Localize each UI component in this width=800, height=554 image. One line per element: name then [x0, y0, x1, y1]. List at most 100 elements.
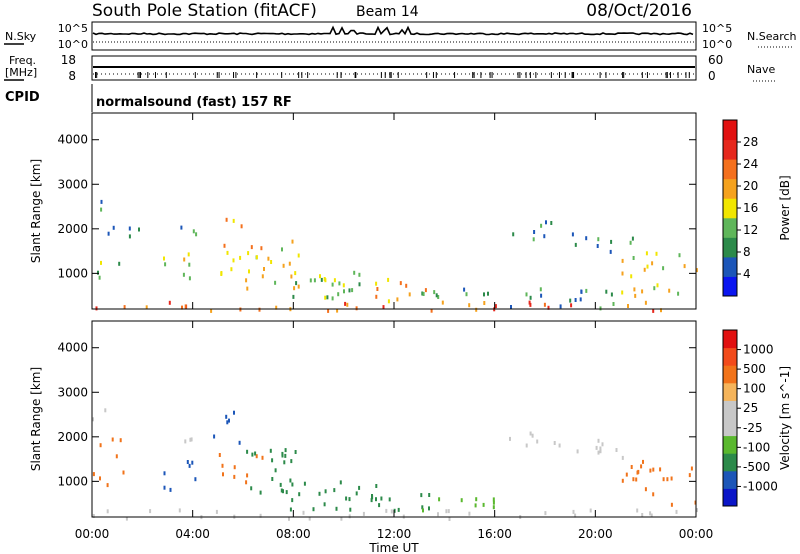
heatmap-cell	[652, 492, 655, 497]
heatmap-cell	[358, 282, 361, 287]
heatmap-cell	[380, 496, 383, 501]
heatmap-cell	[531, 433, 534, 438]
colorbar-label: Velocity [m s^-1]	[778, 366, 792, 470]
heatmap-cell	[569, 298, 572, 303]
heatmap-cell	[342, 283, 345, 288]
heatmap-cell	[246, 473, 249, 478]
heatmap-cell	[232, 258, 235, 263]
y-axis-label: Slant Range [km]	[29, 367, 43, 471]
heatmap-cell	[670, 502, 673, 507]
heatmap-cell	[539, 287, 542, 292]
heatmap-cell	[163, 485, 166, 490]
heatmap-cell	[651, 261, 654, 266]
heatmap-cell	[631, 236, 634, 241]
heatmap-cell	[634, 293, 637, 298]
heatmap-cell	[288, 516, 290, 521]
heatmap-cell	[532, 237, 535, 242]
heatmap-cell	[382, 305, 385, 310]
heatmap-cell	[312, 507, 315, 512]
heatmap-cell	[194, 477, 197, 482]
heatmap-cell	[494, 304, 497, 309]
heatmap-cell	[601, 442, 604, 447]
heatmap-cell	[662, 477, 665, 482]
panel-frame	[91, 112, 697, 310]
heatmap-cell	[190, 437, 193, 442]
heatmap-cell	[98, 275, 101, 280]
heatmap-cell	[348, 288, 351, 293]
heatmap-cell	[115, 454, 118, 459]
heatmap-cell	[533, 230, 536, 234]
heatmap-cell	[149, 509, 152, 514]
heatmap-cell	[465, 292, 468, 297]
heatmap-cell	[291, 498, 294, 503]
x-tick-label: 00:00	[679, 527, 714, 541]
nsky-trace	[92, 25, 694, 36]
heatmap-cell	[387, 277, 390, 282]
heatmap-cell	[181, 305, 183, 310]
heatmap-cell	[637, 469, 640, 474]
heatmap-cell	[375, 281, 378, 286]
heatmap-cell	[570, 303, 573, 308]
heatmap-cell	[188, 276, 191, 281]
freq-tick-bottom: 8	[68, 69, 76, 83]
heatmap-cell	[646, 264, 649, 269]
heatmap-cell	[621, 455, 624, 460]
heatmap-cell	[362, 511, 365, 516]
colorbar-tick-label: 25	[743, 401, 758, 415]
heatmap-cell	[345, 496, 348, 501]
heatmap-cell	[585, 236, 588, 241]
heatmap-cell	[599, 449, 602, 454]
heatmap-cell	[630, 274, 633, 279]
heatmap-cell	[225, 414, 228, 419]
heatmap-cell	[435, 293, 438, 298]
heatmap-cell	[289, 507, 292, 512]
heatmap-cell	[92, 472, 95, 477]
heatmap-cell	[529, 295, 532, 300]
colorbar-swatch	[723, 256, 737, 277]
colorbar-swatch	[723, 488, 737, 507]
heatmap-cell	[666, 477, 669, 482]
heatmap-cell	[599, 446, 602, 451]
heatmap-cell	[125, 516, 128, 521]
heatmap-cell	[195, 232, 198, 237]
y-tick-label: 4000	[57, 341, 88, 355]
heatmap-cell	[358, 485, 361, 490]
heatmap-cell	[632, 477, 635, 482]
heatmap-cell	[285, 490, 288, 495]
heatmap-cell	[621, 290, 624, 295]
colorbar-swatch	[723, 470, 737, 489]
heatmap-cell	[621, 258, 624, 263]
heatmap-cell	[437, 512, 439, 517]
heatmap-cell	[512, 232, 515, 237]
colorbar-tick-label: -100	[743, 440, 770, 454]
heatmap-cell	[269, 448, 272, 453]
heatmap-cell	[576, 449, 579, 454]
heatmap-cell	[270, 260, 273, 264]
heatmap-cell	[128, 234, 131, 239]
heatmap-cell	[186, 460, 189, 464]
heatmap-cell	[339, 480, 342, 485]
heatmap-cell	[348, 497, 351, 502]
colorbar-swatch	[723, 178, 737, 199]
heatmap-cell	[294, 450, 297, 454]
heatmap-cell	[579, 297, 582, 302]
heatmap-cell	[644, 300, 647, 305]
heatmap-cell	[180, 225, 183, 230]
heatmap-cell	[281, 451, 284, 456]
heatmap-cell	[188, 463, 191, 468]
x-axis-label: Time UT	[368, 541, 419, 554]
heatmap-cell	[612, 302, 615, 306]
x-tick-label: 04:00	[175, 527, 210, 541]
heatmap-cell	[333, 278, 336, 283]
nsearch-label: N.Search	[747, 30, 797, 43]
heatmap-cell	[97, 270, 99, 275]
heatmap-cells	[95, 199, 698, 313]
heatmap-cell	[289, 478, 292, 483]
heatmap-cell	[525, 443, 528, 448]
colorbar-swatch	[723, 276, 737, 297]
heatmap-cell	[438, 497, 441, 502]
heatmap-cell	[475, 497, 478, 502]
heatmap-cell	[641, 513, 644, 517]
heatmap-cell	[528, 300, 531, 305]
